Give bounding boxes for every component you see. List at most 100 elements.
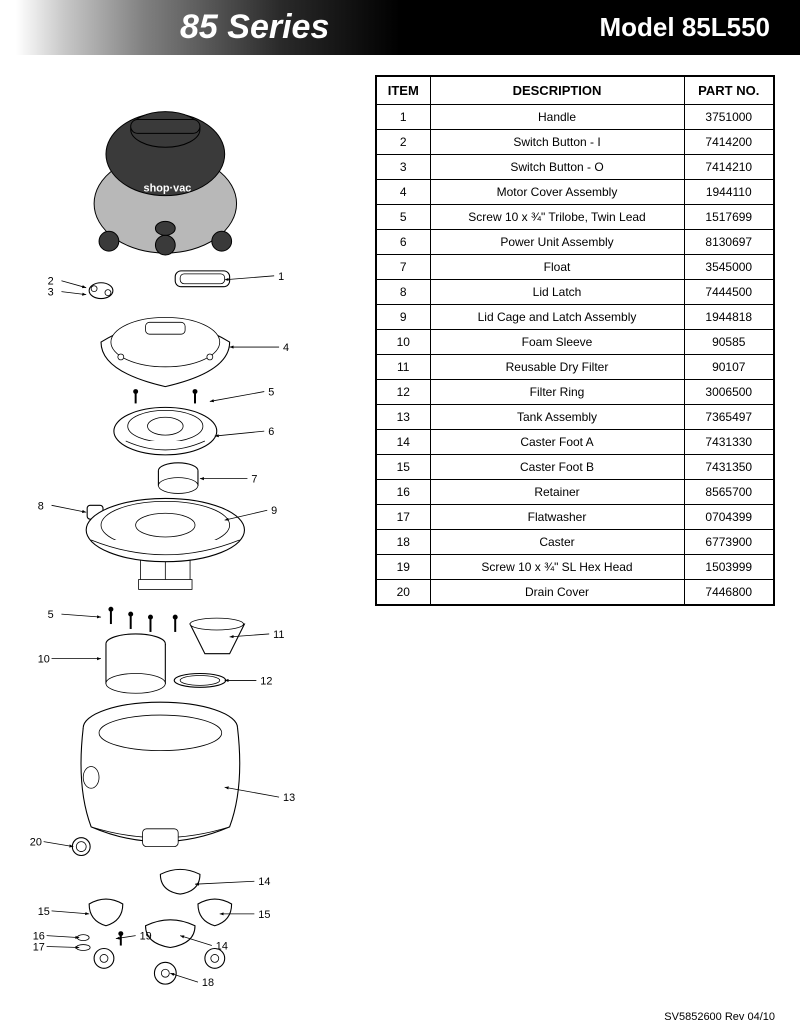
part-handle — [175, 271, 229, 287]
header-description: DESCRIPTION — [430, 76, 684, 105]
cell-desc: Switch Button - I — [430, 130, 684, 155]
cell-part: 3751000 — [684, 105, 774, 130]
diagram-column: shop·vac — [0, 55, 370, 1010]
part-retainer-washer — [76, 935, 90, 951]
cell-item: 1 — [376, 105, 430, 130]
cell-part: 90585 — [684, 330, 774, 355]
table-row: 18Caster6773900 — [376, 530, 774, 555]
cell-part: 1944818 — [684, 305, 774, 330]
table-row: 20Drain Cover7446800 — [376, 580, 774, 605]
cell-part: 7414210 — [684, 155, 774, 180]
svg-text:15: 15 — [258, 909, 270, 921]
svg-text:20: 20 — [30, 837, 42, 849]
svg-text:3: 3 — [48, 287, 54, 299]
svg-text:11: 11 — [273, 629, 284, 641]
model-title: Model 85L550 — [599, 12, 770, 43]
cell-item: 18 — [376, 530, 430, 555]
svg-text:12: 12 — [260, 675, 272, 687]
series-title: 85 Series — [180, 8, 329, 47]
cell-item: 7 — [376, 255, 430, 280]
part-dry-filter — [190, 618, 244, 654]
table-row: 13Tank Assembly7365497 — [376, 405, 774, 430]
cell-item: 13 — [376, 405, 430, 430]
cell-desc: Power Unit Assembly — [430, 230, 684, 255]
table-row: 8Lid Latch7444500 — [376, 280, 774, 305]
header-partno: PART NO. — [684, 76, 774, 105]
cell-desc: Retainer — [430, 480, 684, 505]
part-switch-buttons — [89, 283, 113, 299]
cell-item: 15 — [376, 455, 430, 480]
cell-item: 10 — [376, 330, 430, 355]
cell-desc: Caster Foot B — [430, 455, 684, 480]
cell-part: 1517699 — [684, 205, 774, 230]
part-screws-lower — [108, 607, 177, 632]
svg-text:19: 19 — [140, 931, 152, 943]
cell-item: 19 — [376, 555, 430, 580]
table-column: ITEM DESCRIPTION PART NO. 1Handle3751000… — [370, 55, 800, 1010]
part-tank — [81, 702, 240, 846]
part-float — [158, 463, 198, 494]
cell-item: 17 — [376, 505, 430, 530]
cell-desc: Foam Sleeve — [430, 330, 684, 355]
cell-item: 2 — [376, 130, 430, 155]
cell-desc: Reusable Dry Filter — [430, 355, 684, 380]
cell-item: 16 — [376, 480, 430, 505]
svg-text:14: 14 — [258, 876, 270, 888]
table-row: 16Retainer8565700 — [376, 480, 774, 505]
cell-desc: Screw 10 x ¾" Trilobe, Twin Lead — [430, 205, 684, 230]
cell-desc: Lid Latch — [430, 280, 684, 305]
table-row: 11Reusable Dry Filter90107 — [376, 355, 774, 380]
cell-desc: Caster Foot A — [430, 430, 684, 455]
content-row: shop·vac — [0, 55, 800, 1010]
part-power-unit — [114, 407, 217, 454]
svg-text:13: 13 — [283, 792, 295, 804]
table-row: 12Filter Ring3006500 — [376, 380, 774, 405]
part-motor-cover — [101, 317, 230, 386]
table-row: 10Foam Sleeve90585 — [376, 330, 774, 355]
svg-text:7: 7 — [251, 474, 257, 486]
cell-desc: Float — [430, 255, 684, 280]
part-foam-sleeve — [106, 634, 165, 693]
part-screws-upper — [133, 389, 197, 403]
svg-text:4: 4 — [283, 342, 289, 354]
cell-item: 3 — [376, 155, 430, 180]
cell-part: 1944110 — [684, 180, 774, 205]
header-bar: 85 Series Model 85L550 — [0, 0, 800, 55]
table-row: 14Caster Foot A7431330 — [376, 430, 774, 455]
cell-item: 4 — [376, 180, 430, 205]
cell-desc: Caster — [430, 530, 684, 555]
table-row: 19Screw 10 x ¾" SL Hex Head1503999 — [376, 555, 774, 580]
cell-part: 3006500 — [684, 380, 774, 405]
part-caster-foot-a — [146, 869, 200, 947]
cell-part: 7414200 — [684, 130, 774, 155]
svg-text:5: 5 — [268, 387, 274, 399]
cell-part: 90107 — [684, 355, 774, 380]
svg-text:1: 1 — [278, 271, 284, 283]
cell-part: 6773900 — [684, 530, 774, 555]
cell-desc: Switch Button - O — [430, 155, 684, 180]
cell-desc: Motor Cover Assembly — [430, 180, 684, 205]
svg-text:shop·vac: shop·vac — [144, 183, 192, 195]
part-filter-ring — [174, 673, 225, 687]
svg-text:15: 15 — [38, 906, 50, 918]
parts-table: ITEM DESCRIPTION PART NO. 1Handle3751000… — [375, 75, 775, 606]
table-row: 1Handle3751000 — [376, 105, 774, 130]
svg-text:17: 17 — [33, 941, 45, 953]
cell-part: 7446800 — [684, 580, 774, 605]
header-item: ITEM — [376, 76, 430, 105]
cell-part: 8565700 — [684, 480, 774, 505]
cell-part: 8130697 — [684, 230, 774, 255]
cell-item: 8 — [376, 280, 430, 305]
svg-text:14: 14 — [216, 940, 228, 952]
cell-desc: Lid Cage and Latch Assembly — [430, 305, 684, 330]
table-row: 15Caster Foot B7431350 — [376, 455, 774, 480]
table-row: 4Motor Cover Assembly1944110 — [376, 180, 774, 205]
exploded-diagram: shop·vac — [30, 75, 360, 995]
cell-desc: Flatwasher — [430, 505, 684, 530]
cell-part: 7431350 — [684, 455, 774, 480]
table-row: 6Power Unit Assembly8130697 — [376, 230, 774, 255]
cell-desc: Filter Ring — [430, 380, 684, 405]
product-photo: shop·vac — [94, 112, 236, 255]
part-lid-cage — [86, 498, 244, 589]
cell-desc: Drain Cover — [430, 580, 684, 605]
